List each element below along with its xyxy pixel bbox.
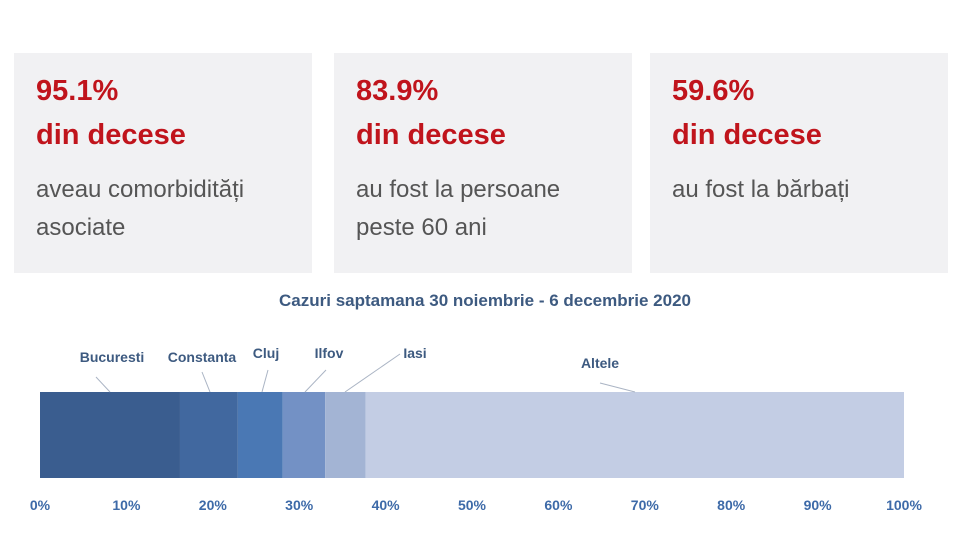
stat-headline: 59.6% din decese (672, 69, 822, 157)
segment-label: Bucuresti (80, 349, 145, 365)
x-tick-label: 0% (30, 497, 51, 513)
stat-description: au fost la persoane peste 60 ani (356, 171, 560, 247)
stat-line2: asociate (36, 214, 126, 241)
callout-line (261, 369, 269, 393)
segment-label: Ilfov (315, 345, 344, 361)
stat-title: din decese (36, 119, 186, 151)
stat-card-comorbidities: 95.1% din decese aveau comorbidități asoci… (14, 53, 312, 273)
segment-label: Cluj (253, 345, 279, 361)
x-tick-label: 40% (372, 497, 401, 513)
bar-segment-constanta (179, 392, 238, 478)
callout-line (95, 376, 111, 393)
x-tick-label: 100% (886, 497, 922, 513)
stat-value: 59.6% (672, 75, 755, 107)
stat-headline: 83.9% din decese (356, 69, 506, 157)
stat-card-age: 83.9% din decese au fost la persoane peste… (334, 53, 632, 273)
bar-segment-iasi (325, 392, 366, 478)
segment-label: Iasi (403, 345, 426, 361)
x-tick-label: 20% (199, 497, 228, 513)
segment-label: Constanta (168, 349, 237, 365)
x-tick-label: 60% (544, 497, 573, 513)
stat-description: aveau comorbidități asociate (36, 171, 244, 247)
x-tick-label: 10% (112, 497, 141, 513)
chart-title: Cazuri saptamana 30 noiembrie - 6 decemb… (279, 291, 691, 310)
stat-line1: aveau comorbidități (36, 176, 245, 203)
x-tick-label: 80% (717, 497, 746, 513)
stat-line1: au fost la bărbați (672, 176, 850, 203)
stat-title: din decese (356, 119, 506, 151)
stat-headline: 95.1% din decese (36, 69, 186, 157)
callout-line (304, 369, 327, 393)
stat-value: 95.1% (36, 75, 119, 107)
x-tick-label: 90% (804, 497, 833, 513)
stat-value: 83.9% (356, 75, 439, 107)
bar-segment-bucuresti (40, 392, 180, 478)
stat-card-men: 59.6% din decese au fost la bărbați (650, 53, 948, 273)
bar-segment-altele (365, 392, 904, 478)
bar-segment-ilfov (282, 392, 326, 478)
stat-line2: peste 60 ani (356, 214, 487, 241)
stat-description: au fost la bărbați (672, 171, 849, 209)
callout-line (344, 353, 401, 393)
stat-line1: au fost la persoane (356, 176, 561, 203)
stat-title: din decese (672, 119, 822, 151)
callout-line (599, 382, 636, 393)
callout-line (201, 371, 211, 393)
x-tick-label: 70% (631, 497, 660, 513)
x-tick-label: 50% (458, 497, 487, 513)
segment-label: Altele (581, 355, 619, 371)
bar-segment-cluj (237, 392, 283, 478)
x-tick-label: 30% (285, 497, 314, 513)
